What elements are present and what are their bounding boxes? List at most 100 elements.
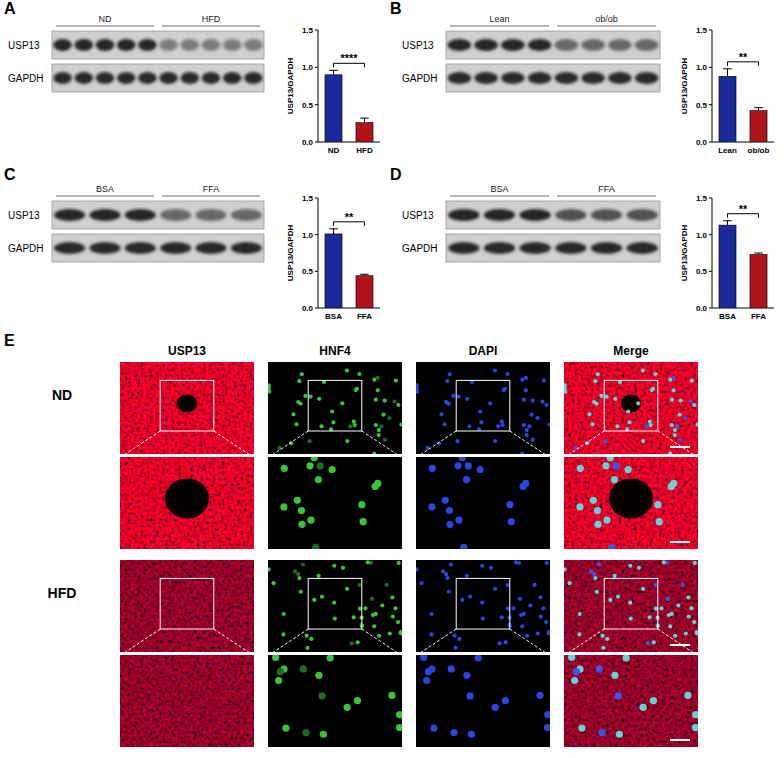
nucleus bbox=[681, 583, 685, 587]
figure: ABCDNDHFDUSP13GAPDHLeanob/obUSP13GAPDHBS… bbox=[0, 0, 784, 758]
band bbox=[117, 39, 136, 51]
nucleus bbox=[508, 518, 515, 525]
nucleus bbox=[298, 402, 302, 406]
zoom-line bbox=[510, 629, 549, 655]
band bbox=[448, 39, 472, 51]
nucleus bbox=[467, 424, 471, 428]
group-label: BSA bbox=[96, 184, 114, 194]
nucleus bbox=[653, 372, 657, 376]
y-tick bbox=[709, 234, 712, 235]
y-tick bbox=[709, 271, 712, 272]
nucleus bbox=[594, 507, 601, 514]
nucleus bbox=[298, 521, 305, 528]
nucleus bbox=[595, 590, 599, 594]
nucleus bbox=[525, 428, 529, 432]
nucleus bbox=[668, 624, 672, 628]
nucleus bbox=[524, 388, 528, 392]
panel-letter: D bbox=[390, 166, 402, 183]
nucleus bbox=[272, 655, 279, 661]
nucleus bbox=[353, 423, 357, 427]
nucleus bbox=[536, 631, 540, 635]
nucleus bbox=[535, 416, 539, 420]
nucleus bbox=[571, 677, 578, 684]
nucleus bbox=[589, 569, 593, 573]
error-bar bbox=[723, 221, 732, 225]
zoom-box bbox=[308, 578, 362, 629]
nucleus bbox=[396, 620, 400, 624]
group-line bbox=[450, 26, 549, 27]
nucleus bbox=[670, 480, 677, 487]
zoom-line bbox=[565, 629, 604, 655]
band bbox=[635, 39, 659, 51]
nucleus bbox=[594, 402, 598, 406]
band bbox=[231, 242, 262, 254]
nucleus bbox=[315, 672, 322, 679]
nucleus bbox=[374, 480, 381, 487]
nucleus bbox=[446, 507, 453, 514]
nucleus bbox=[692, 724, 698, 731]
nucleus bbox=[341, 566, 345, 570]
nucleus bbox=[385, 583, 389, 587]
nucleus bbox=[577, 465, 584, 472]
nucleus bbox=[577, 632, 581, 636]
nucleus bbox=[376, 388, 380, 392]
nucleus bbox=[340, 401, 344, 405]
nucleus bbox=[613, 574, 617, 578]
nucleus bbox=[465, 462, 472, 469]
nucleus bbox=[301, 562, 305, 566]
nucleus bbox=[536, 692, 543, 699]
y-tick-label: 1.5 bbox=[696, 26, 708, 35]
nucleus bbox=[692, 403, 696, 407]
nucleus bbox=[666, 597, 670, 601]
blot-strip bbox=[52, 234, 264, 262]
nucleus bbox=[446, 402, 450, 406]
y-tick-label: 1.0 bbox=[302, 231, 314, 240]
nucleus bbox=[692, 711, 698, 718]
nucleus bbox=[294, 497, 301, 504]
band bbox=[195, 242, 226, 254]
nucleus bbox=[525, 433, 529, 437]
y-axis-title: USP13/GAPDH bbox=[286, 225, 295, 282]
nucleus bbox=[544, 724, 550, 731]
group-line bbox=[557, 26, 656, 27]
band bbox=[528, 39, 552, 51]
nucleus bbox=[522, 612, 526, 616]
nucleus bbox=[302, 729, 309, 736]
zoom-box bbox=[160, 578, 214, 629]
band bbox=[591, 242, 622, 254]
nucleus bbox=[317, 462, 324, 469]
nucleus bbox=[641, 439, 645, 443]
nucleus bbox=[319, 424, 323, 428]
nucleus bbox=[547, 422, 550, 426]
y-tick bbox=[315, 67, 318, 68]
y-tick bbox=[315, 104, 318, 105]
row-head: ND bbox=[52, 387, 72, 403]
nucleus bbox=[531, 438, 535, 442]
nucleus bbox=[511, 606, 515, 610]
nucleus bbox=[306, 462, 313, 469]
nucleus bbox=[465, 397, 469, 401]
band bbox=[195, 209, 226, 221]
nucleus bbox=[275, 677, 282, 684]
nucleus bbox=[479, 420, 483, 424]
nucleus bbox=[628, 564, 632, 568]
zoom-line bbox=[658, 431, 697, 457]
row-label: USP13 bbox=[402, 40, 434, 51]
nucleus bbox=[448, 665, 455, 672]
nucleus bbox=[651, 387, 655, 391]
y-tick-label: 1.5 bbox=[302, 194, 314, 203]
nucleus bbox=[468, 731, 475, 738]
nucleus bbox=[478, 409, 482, 413]
nucleus bbox=[442, 422, 446, 426]
nucleus bbox=[281, 465, 288, 472]
row-label: GAPDH bbox=[8, 243, 44, 254]
nucleus bbox=[356, 640, 360, 644]
background bbox=[268, 457, 402, 549]
nucleus bbox=[281, 632, 285, 636]
nucleus bbox=[327, 655, 334, 662]
nucleus bbox=[687, 614, 691, 618]
y-axis bbox=[318, 198, 319, 308]
nucleus bbox=[360, 518, 367, 525]
nucleus bbox=[503, 387, 507, 391]
nucleus bbox=[538, 595, 542, 599]
